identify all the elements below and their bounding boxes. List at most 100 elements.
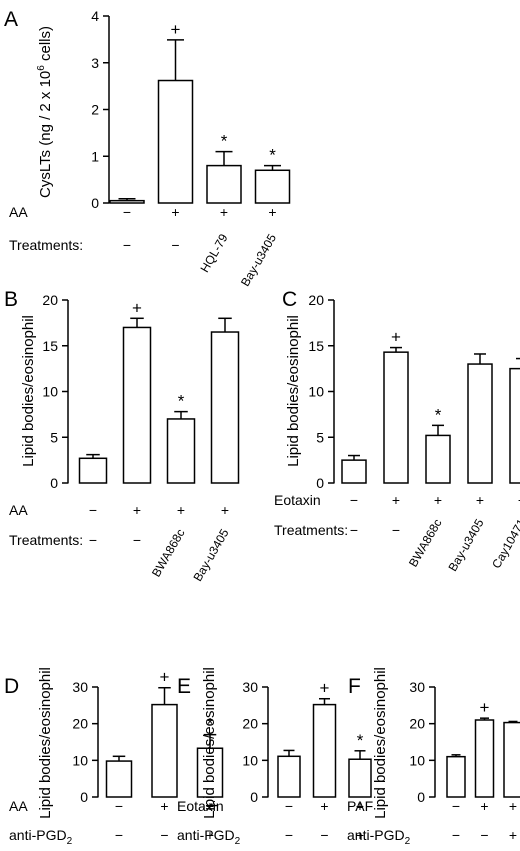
panel-c-bar bbox=[509, 367, 520, 484]
panel-c-condition-mark: − bbox=[392, 522, 400, 538]
panel-f-condition-mark: + bbox=[509, 827, 517, 843]
panel-d-condition-mark: + bbox=[160, 798, 168, 814]
panel-d-ytick-label: 10 bbox=[72, 752, 88, 768]
panel-a-ytick-label: 0 bbox=[91, 195, 99, 211]
panel-c-significance-mark: + bbox=[391, 328, 401, 347]
panel-d-letter: D bbox=[4, 675, 19, 698]
panel-c-bar bbox=[383, 351, 409, 484]
panel-a-row-label: Treatments: bbox=[9, 237, 83, 253]
panel-a-ylabel: CysLTs (ng / 2 x 106 cells) bbox=[36, 26, 54, 198]
panel-f-condition-mark: + bbox=[480, 798, 488, 814]
panel-b-row-label: Treatments: bbox=[9, 532, 83, 548]
panel-f-bar bbox=[446, 755, 466, 798]
panel-d-ytick-label: 0 bbox=[80, 789, 88, 805]
panel-e-condition-mark: − bbox=[285, 798, 293, 814]
panel-b-ytick-label: 20 bbox=[42, 292, 58, 308]
panel-f-ytick-label: 30 bbox=[409, 679, 425, 695]
panel-e-condition-mark: + bbox=[356, 798, 364, 814]
panel-e-condition-mark: − bbox=[285, 827, 293, 843]
panel-b-condition-mark: − bbox=[89, 532, 97, 548]
panel-b-bar bbox=[166, 418, 196, 484]
panel-e-ytick-label: 0 bbox=[250, 789, 258, 805]
panel-b: B 0 5 10 15 20 Lipid bodies/eosinophil + * AA − + + +… bbox=[4, 288, 240, 584]
panel-e-ylabel: Lipid bodies/eosinophil bbox=[201, 667, 218, 819]
panel-a-condition-mark: + bbox=[268, 204, 276, 220]
panel-b-ylabel: Lipid bodies/eosinophil bbox=[20, 315, 37, 467]
panel-b-condition-mark: + bbox=[221, 502, 229, 518]
panel-a-bar bbox=[157, 79, 194, 204]
panel-b-treatment-label: Bay-u3405 bbox=[190, 526, 231, 584]
panel-d-bar bbox=[196, 747, 224, 798]
panel-f-ytick-label: 20 bbox=[409, 716, 425, 732]
panel-c-treatment-label: Bay-u3405 bbox=[445, 516, 486, 574]
panel-e-bar bbox=[277, 755, 301, 798]
panel-c-ytick-label: 0 bbox=[316, 475, 324, 491]
panel-f-ytick-label: 10 bbox=[409, 752, 425, 768]
panel-e-row-label: anti-PGD2 bbox=[177, 827, 241, 847]
panel-b-ytick-label: 15 bbox=[42, 338, 58, 354]
panel-a-condition-mark: + bbox=[220, 204, 228, 220]
panel-f-row-label: PAF bbox=[347, 798, 373, 814]
panel-c-treatment-label: BWA868c bbox=[406, 517, 445, 570]
panel-c-ytick-label: 20 bbox=[308, 292, 324, 308]
panel-c-ytick-label: 15 bbox=[308, 338, 324, 354]
panel-f-condition-mark: + bbox=[509, 798, 517, 814]
panel-e-bar bbox=[348, 758, 372, 798]
panel-c-bar bbox=[425, 434, 451, 484]
panel-e-ytick-label: 10 bbox=[242, 752, 258, 768]
panel-a-condition-mark: − bbox=[123, 204, 131, 220]
panel-a-significance-mark: * bbox=[269, 146, 276, 165]
panel-a-treatment-label: Bay-u3405 bbox=[238, 231, 279, 289]
panel-e-significance-mark: + bbox=[320, 679, 330, 698]
panel-b-ytick-label: 10 bbox=[42, 384, 58, 400]
panel-d-row-label: anti-PGD2 bbox=[9, 827, 73, 847]
panel-e-letter: E bbox=[177, 675, 191, 698]
panel-d-condition-mark: + bbox=[206, 827, 214, 843]
panel-b-ytick-label: 0 bbox=[50, 475, 58, 491]
panel-a-treatment-label: HQL-79 bbox=[197, 231, 230, 275]
panel-a-ytick-label: 4 bbox=[91, 8, 99, 24]
panel-d-condition-mark: − bbox=[115, 798, 123, 814]
panel-b-significance-mark: + bbox=[132, 298, 142, 317]
panel-d-row-label: AA bbox=[9, 798, 28, 814]
panel-b-condition-mark: − bbox=[89, 502, 97, 518]
panel-a-bar bbox=[206, 164, 242, 204]
panel-f-bar bbox=[503, 721, 520, 798]
panel-c-ytick-label: 10 bbox=[308, 384, 324, 400]
panel-c-condition-mark: + bbox=[476, 492, 484, 508]
panel-a-condition-mark: − bbox=[171, 237, 179, 253]
panel-c-significance-mark: * bbox=[435, 405, 442, 424]
panel-c-condition-mark: − bbox=[350, 522, 358, 538]
panel-c-treatment-label: Cay10471 bbox=[489, 516, 520, 571]
panel-c-row-label: Eotaxin bbox=[274, 492, 321, 508]
panel-f-condition-mark: − bbox=[452, 798, 460, 814]
panel-a-bar bbox=[109, 199, 145, 204]
panel-d-ylabel: Lipid bodies/eosinophil bbox=[37, 667, 54, 819]
panel-e-condition-mark: + bbox=[356, 827, 364, 843]
panel-e-condition-mark: − bbox=[320, 827, 328, 843]
panel-a-significance-mark: + bbox=[171, 20, 181, 39]
panel-c-bar bbox=[341, 459, 367, 484]
panel-d-condition-mark: − bbox=[160, 827, 168, 843]
panel-a-ytick-label: 2 bbox=[91, 102, 99, 118]
panel-c-condition-mark: + bbox=[392, 492, 400, 508]
panel-f-row-label: anti-PGD2 bbox=[347, 827, 411, 847]
panel-e-ytick-label: 20 bbox=[242, 716, 258, 732]
panel-c-condition-mark: − bbox=[350, 492, 358, 508]
panel-f-ytick-label: 0 bbox=[417, 789, 425, 805]
panel-d-condition-mark: − bbox=[115, 827, 123, 843]
panel-d-bar bbox=[105, 760, 133, 798]
panel-f-ylabel: Lipid bodies/eosinophil bbox=[372, 667, 389, 819]
panel-f-condition-mark: − bbox=[452, 827, 460, 843]
panel-d-ytick-label: 20 bbox=[72, 716, 88, 732]
panel-a-condition-mark: − bbox=[123, 237, 131, 253]
panel-a-bar bbox=[254, 169, 291, 204]
panel-a-row-label: AA bbox=[9, 204, 28, 220]
panel-a-ytick-label: 3 bbox=[91, 55, 99, 71]
panel-c-row-label: Treatments: bbox=[274, 522, 348, 538]
panel-d-ytick-label: 30 bbox=[72, 679, 88, 695]
panel-d-significance-mark: * bbox=[207, 715, 214, 734]
